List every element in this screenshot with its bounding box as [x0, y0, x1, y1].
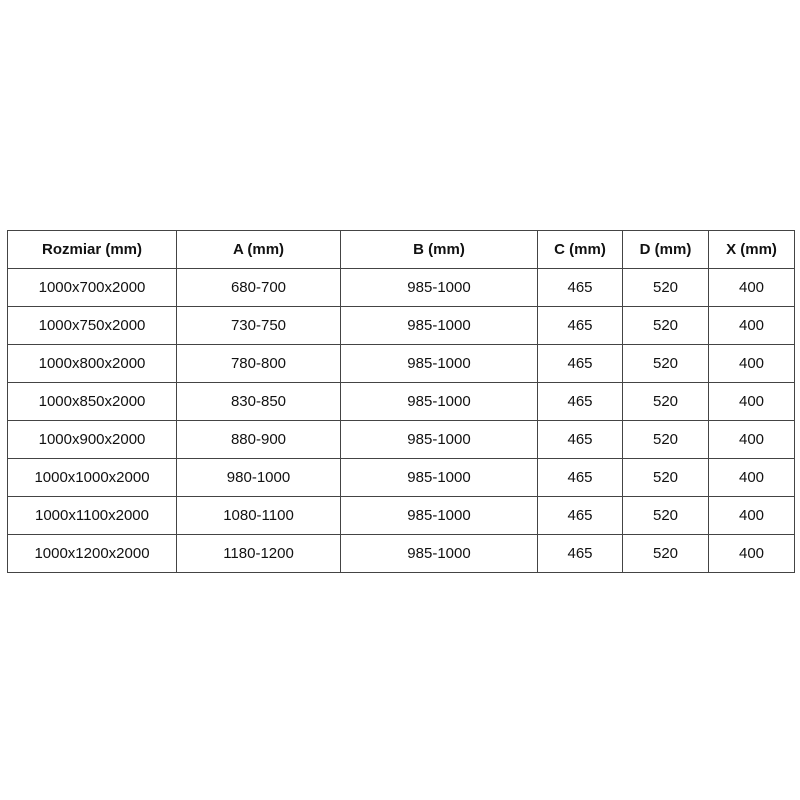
table-cell: 520 [622, 306, 709, 345]
table-cell: 1080-1100 [176, 496, 341, 535]
table-cell: 465 [537, 496, 623, 535]
column-header: A (mm) [176, 230, 341, 269]
table-cell: 520 [622, 496, 709, 535]
column-header: D (mm) [622, 230, 709, 269]
column-header: C (mm) [537, 230, 623, 269]
table-row: 1000x850x2000 830-850 985-1000 465 520 400 [7, 382, 795, 421]
table-row: 1000x1100x2000 1080-1100 985-1000 465 520 400 [7, 496, 795, 535]
table-cell: 985-1000 [340, 496, 538, 535]
table-row: 1000x1000x2000 980-1000 985-1000 465 520 400 [7, 458, 795, 497]
dimensions-table: Rozmiar (mm) A (mm) B (mm) C (mm) D (mm) X (m… [7, 230, 795, 573]
table-cell: 985-1000 [340, 306, 538, 345]
header-row: Rozmiar (mm) A (mm) B (mm) C (mm) D (mm) X (m… [7, 230, 795, 269]
table-cell: 1000x800x2000 [7, 344, 177, 383]
table-cell: 880-900 [176, 420, 341, 459]
table-cell: 1000x750x2000 [7, 306, 177, 345]
table-cell: 1000x1000x2000 [7, 458, 177, 497]
table-cell: 1000x850x2000 [7, 382, 177, 421]
table-cell: 400 [708, 382, 795, 421]
table-cell: 400 [708, 268, 795, 307]
column-header: Rozmiar (mm) [7, 230, 177, 269]
table-cell: 1000x1100x2000 [7, 496, 177, 535]
table-cell: 400 [708, 458, 795, 497]
table-cell: 465 [537, 306, 623, 345]
table-cell: 520 [622, 534, 709, 573]
table-cell: 985-1000 [340, 420, 538, 459]
table-cell: 985-1000 [340, 382, 538, 421]
table-cell: 400 [708, 534, 795, 573]
table-cell: 1000x1200x2000 [7, 534, 177, 573]
table-cell: 520 [622, 420, 709, 459]
table-row: 1000x800x2000 780-800 985-1000 465 520 400 [7, 344, 795, 383]
table-cell: 400 [708, 306, 795, 345]
table-cell: 1000x700x2000 [7, 268, 177, 307]
table-cell: 465 [537, 534, 623, 573]
table-cell: 400 [708, 420, 795, 459]
table-cell: 400 [708, 344, 795, 383]
table-cell: 465 [537, 268, 623, 307]
table-cell: 465 [537, 344, 623, 383]
table-row: 1000x700x2000 680-700 985-1000 465 520 400 [7, 268, 795, 307]
table-cell: 520 [622, 268, 709, 307]
table-cell: 520 [622, 382, 709, 421]
table-cell: 830-850 [176, 382, 341, 421]
table-cell: 465 [537, 420, 623, 459]
table-cell: 400 [708, 496, 795, 535]
table-cell: 985-1000 [340, 268, 538, 307]
table-cell: 1000x900x2000 [7, 420, 177, 459]
table-cell: 520 [622, 458, 709, 497]
table-cell: 985-1000 [340, 458, 538, 497]
table-cell: 465 [537, 458, 623, 497]
table-row: 1000x1200x2000 1180-1200 985-1000 465 520 400 [7, 534, 795, 573]
table-cell: 680-700 [176, 268, 341, 307]
table-cell: 730-750 [176, 306, 341, 345]
table-cell: 1180-1200 [176, 534, 341, 573]
table-cell: 780-800 [176, 344, 341, 383]
column-header: X (mm) [708, 230, 795, 269]
table-row: 1000x900x2000 880-900 985-1000 465 520 400 [7, 420, 795, 459]
table-cell: 985-1000 [340, 344, 538, 383]
table-cell: 985-1000 [340, 534, 538, 573]
table-cell: 980-1000 [176, 458, 341, 497]
table-cell: 520 [622, 344, 709, 383]
table-row: 1000x750x2000 730-750 985-1000 465 520 400 [7, 306, 795, 345]
column-header: B (mm) [340, 230, 538, 269]
table-cell: 465 [537, 382, 623, 421]
